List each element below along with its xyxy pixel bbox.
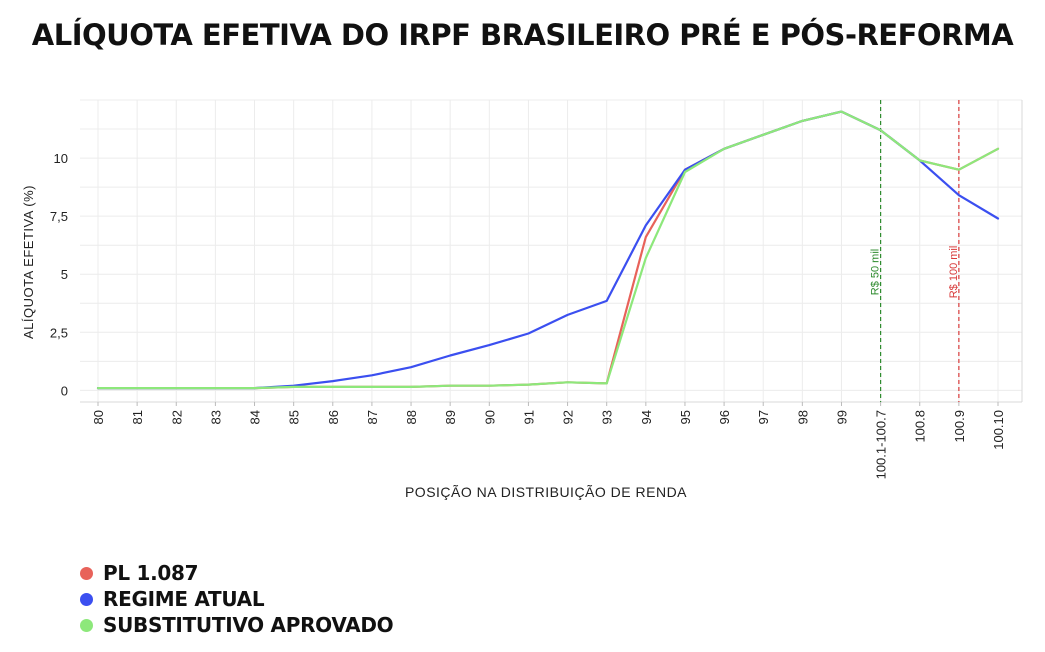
x-tick-label: 94 (639, 410, 654, 424)
x-tick-label: 96 (717, 410, 732, 424)
x-tick-label: 100.9 (952, 410, 967, 443)
legend-item-pl: PL 1.087 (80, 560, 393, 586)
x-tick-label: 88 (404, 410, 419, 424)
x-tick-label: 86 (326, 410, 341, 424)
x-tick-label: 98 (795, 410, 810, 424)
legend-item-substitutivo: SUBSTITUTIVO APROVADO (80, 612, 394, 638)
annotation-label: R$ 50 mil (870, 249, 882, 295)
x-tick-label: 82 (169, 410, 184, 424)
legend-label: PL 1.087 (103, 561, 199, 585)
x-tick-label: 85 (287, 410, 302, 424)
annotations: R$ 50 mil R$ 100 mil (870, 100, 960, 402)
x-tick-label: 90 (482, 410, 497, 424)
x-tick-label: 100.10 (991, 410, 1006, 450)
y-tick-label: 10 (54, 151, 68, 166)
x-tick-label: 80 (91, 410, 106, 424)
legend-item-regime-atual: REGIME ATUAL (80, 586, 393, 612)
legend-label: SUBSTITUTIVO APROVADO (103, 613, 394, 637)
x-tick-label: 99 (834, 410, 849, 424)
series-line (96, 110, 1000, 390)
x-axis-label: POSIÇÃO NA DISTRIBUIÇÃO DE RENDA (405, 484, 687, 500)
series-line (96, 110, 1000, 390)
x-tick-label: 89 (443, 410, 458, 424)
y-tick-label: 7,5 (50, 209, 68, 224)
y-axis-ticks: 0 2,5 5 7,5 10 (50, 151, 68, 398)
x-tick-label: 91 (521, 410, 536, 424)
y-axis-label: ALÍQUOTA EFETIVA (%) (21, 185, 36, 339)
x-tick-label: 81 (130, 410, 145, 424)
grid (80, 99, 1023, 403)
x-tick-label: 97 (756, 410, 771, 424)
legend-label: REGIME ATUAL (103, 587, 265, 611)
x-axis-ticks: 80 81 82 83 84 85 86 87 88 89 90 91 92 93 94 95 96 97 98 99… (91, 402, 1006, 479)
x-tick-label: 95 (678, 410, 693, 424)
y-tick-label: 0 (61, 383, 68, 398)
x-tick-label: 100.1-100.7 (874, 410, 889, 479)
x-tick-label: 87 (365, 410, 380, 424)
y-tick-label: 2,5 (50, 325, 68, 340)
x-tick-label: 100.8 (913, 410, 928, 443)
x-tick-label: 83 (208, 410, 223, 424)
legend: PL 1.087 REGIME ATUAL SUBSTITUTIVO APROV… (80, 560, 394, 638)
annotation-label: R$ 100 mil (948, 246, 960, 299)
x-tick-label: 92 (561, 410, 576, 424)
legend-dot-icon (80, 592, 93, 606)
x-tick-label: 93 (600, 410, 615, 424)
series-line (96, 110, 1000, 390)
x-tick-label: 84 (248, 410, 263, 424)
legend-dot-icon (80, 566, 93, 580)
chart-title: ALÍQUOTA EFETIVA DO IRPF BRASILEIRO PRÉ … (31, 18, 1014, 52)
series-lines (96, 110, 1000, 390)
legend-dot-icon (80, 618, 93, 632)
y-tick-label: 5 (61, 267, 68, 282)
